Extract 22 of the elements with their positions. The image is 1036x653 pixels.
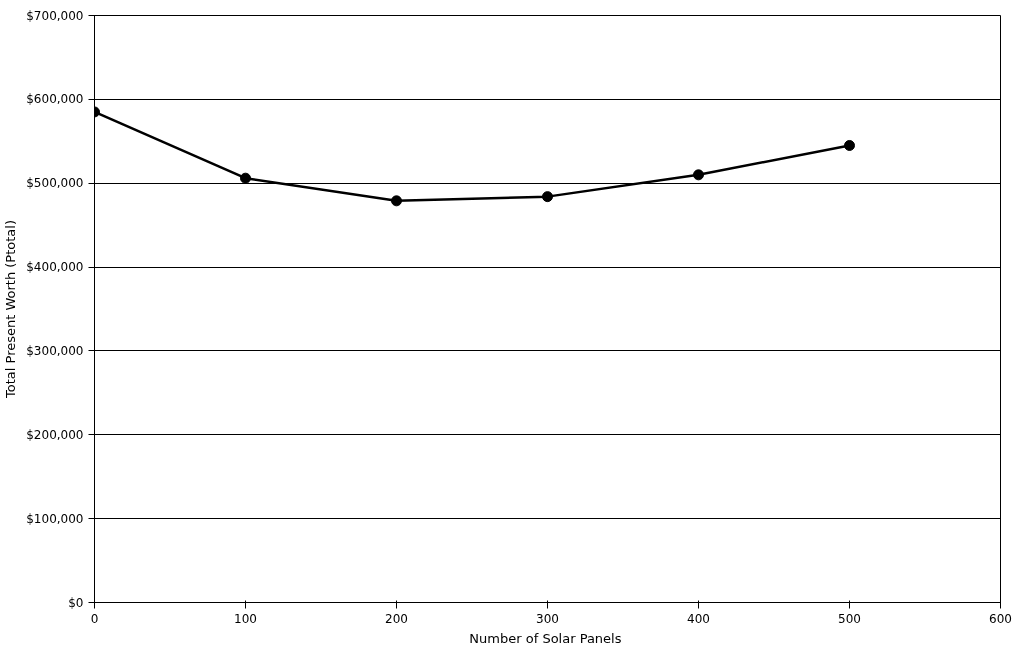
point xyxy=(240,172,251,184)
x-axis-title: Number of Solar Panels xyxy=(469,630,622,646)
y-tick-label: $500,000 xyxy=(26,176,84,191)
x-tick-label: 400 xyxy=(687,611,710,626)
y-tick-label: $600,000 xyxy=(26,92,84,107)
y-tick-label: $100,000 xyxy=(26,511,84,526)
x-tick-label: 200 xyxy=(385,611,408,626)
y-tick-label: $400,000 xyxy=(26,260,84,275)
y-axis-title: Total Present Worth (Ptotal) xyxy=(3,220,19,399)
y-tick-label: $200,000 xyxy=(26,427,84,442)
y-tick-label: $700,000 xyxy=(26,8,84,23)
point xyxy=(844,139,855,151)
y-tick-label: $0 xyxy=(68,595,84,610)
x-tick-label: 300 xyxy=(536,611,559,626)
y-tick-label: $300,000 xyxy=(26,343,84,358)
x-tick-label: 0 xyxy=(90,611,99,626)
x-tick-label: 600 xyxy=(989,611,1012,626)
x-tick-label: 100 xyxy=(234,611,257,626)
point xyxy=(542,191,553,203)
point xyxy=(693,169,704,181)
point xyxy=(391,195,402,207)
x-tick-label: 500 xyxy=(838,611,861,626)
